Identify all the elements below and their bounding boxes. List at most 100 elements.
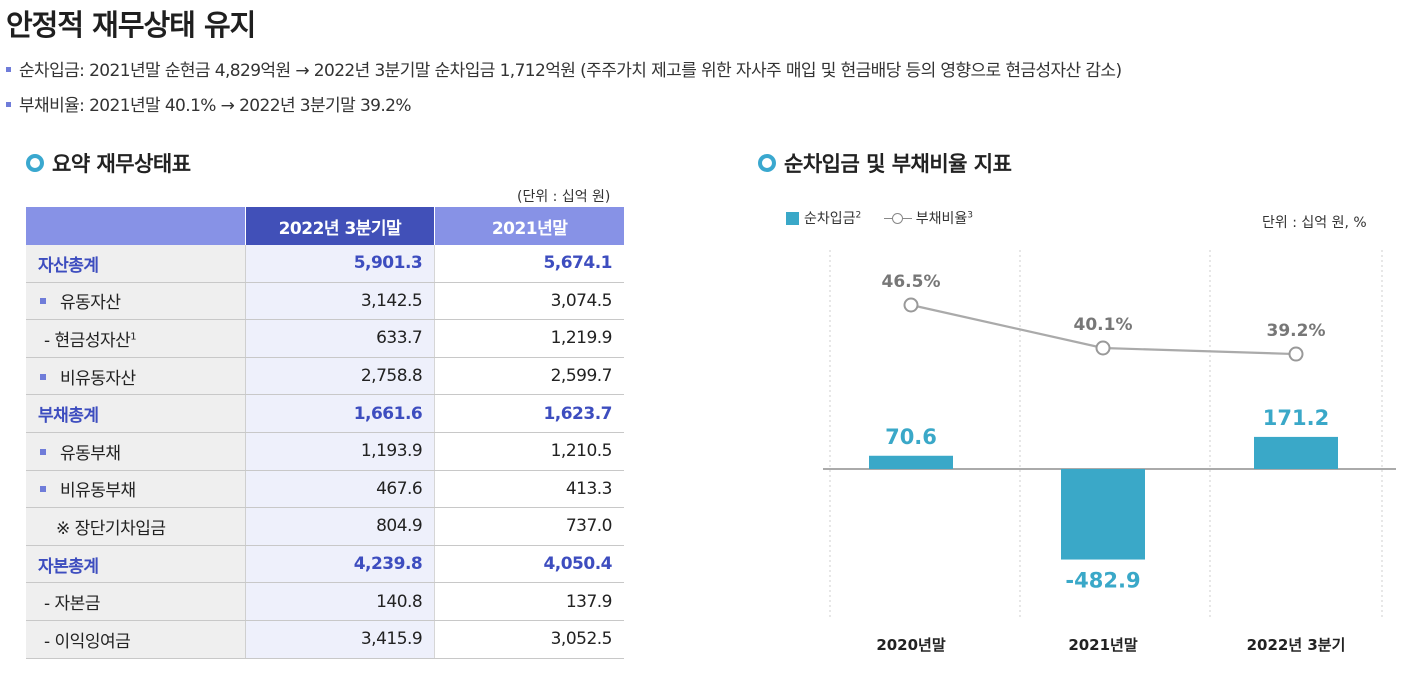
legend-bar-label: 순차입금 (804, 211, 856, 227)
row-label: - 자본금 (44, 594, 100, 615)
line-point-marker (1095, 340, 1111, 356)
balance-sheet-table: 2022년 3분기말 2021년말 자산총계 5,901.3 5,674.1 유동자산… (26, 207, 624, 659)
line-point-marker (903, 297, 919, 313)
bar-data-label: 70.6 (885, 425, 937, 449)
row-label: 유동자산 (60, 293, 121, 314)
table-section-title-text: 요약 재무상태표 (52, 152, 191, 176)
table-row: 비유동부채 467.6 413.3 (26, 470, 624, 509)
row-footnote: 1 (130, 331, 137, 343)
bullet-text: 부채비율: 2021년말 40.1% → 2022년 3분기말 39.2% (19, 96, 412, 116)
row-label-cell: 부채총계 (26, 394, 246, 433)
row-value-2022q3: 633.7 (245, 319, 436, 358)
table-row: ※ 장단기차입금 804.9 737.0 (26, 507, 624, 546)
table-body: 자산총계 5,901.3 5,674.1 유동자산 3,142.5 3,074.5 - 현금… (26, 245, 624, 659)
legend-line-footnote: 3 (967, 210, 973, 221)
row-value-2021: 5,674.1 (434, 245, 624, 283)
header-cell-2022q3: 2022년 3분기말 (244, 207, 435, 245)
row-label-cell: ※ 장단기차입금 (26, 507, 246, 546)
row-value-2021: 413.3 (434, 470, 624, 509)
bar-net-debt (869, 455, 953, 469)
row-value-2022q3: 3,415.9 (245, 620, 436, 659)
bar-net-debt (1254, 436, 1338, 469)
line-data-label: 39.2% (1267, 321, 1326, 341)
legend-bar-footnote: 2 (855, 210, 862, 221)
row-value-2021: 4,050.4 (434, 545, 624, 584)
table-row: 비유동자산 2,758.8 2,599.7 (26, 357, 624, 396)
chart-section-title-text: 순차입금 및 부채비율 지표 (784, 152, 1012, 176)
row-value-2021: 3,052.5 (434, 620, 624, 659)
bar-data-label: 171.2 (1263, 406, 1329, 430)
line-data-label: 46.5% (882, 272, 941, 292)
row-label: 자본총계 (38, 556, 99, 577)
row-label: ※ 장단기차입금 (56, 518, 166, 539)
table-row: - 현금성자산1 633.7 1,219.9 (26, 319, 624, 358)
row-label-cell: 유동자산 (26, 282, 246, 321)
bullet-square-icon (6, 101, 11, 107)
row-value-2022q3: 1,193.9 (245, 432, 436, 471)
row-label-cell: 자산총계 (26, 245, 246, 283)
row-label-cell: 유동부채 (26, 432, 246, 471)
row-label: - 이익잉여금 (44, 631, 131, 652)
row-label-cell: - 이익잉여금 (26, 620, 246, 659)
row-value-2022q3: 2,758.8 (245, 357, 436, 396)
table-row: 자산총계 5,901.3 5,674.1 (26, 245, 624, 283)
row-value-2022q3: 804.9 (245, 507, 436, 546)
row-label-cell: 비유동부채 (26, 470, 246, 509)
table-row: - 자본금 140.8 137.9 (26, 582, 624, 621)
ring-bullet-icon (758, 154, 776, 172)
bullet-text: 순차입금: 2021년말 순현금 4,829억원 → 2022년 3분기말 순차… (19, 61, 1122, 81)
row-label: 비유동자산 (60, 368, 136, 389)
table-row: 유동자산 3,142.5 3,074.5 (26, 282, 624, 321)
table-unit-note: (단위 : 십억 원) (517, 189, 611, 205)
row-square-icon (40, 486, 46, 493)
row-value-2022q3: 467.6 (245, 470, 436, 509)
bar-data-label: -482.9 (1065, 569, 1140, 593)
row-value-2021: 3,074.5 (434, 282, 624, 321)
row-value-2021: 137.9 (434, 582, 624, 621)
row-label-cell: 자본총계 (26, 545, 246, 584)
line-point-marker (1288, 346, 1304, 362)
legend-line-swatch (883, 212, 912, 224)
row-value-2021: 1,210.5 (434, 432, 624, 471)
row-label: - 현금성자산 (44, 330, 131, 351)
row-value-2022q3: 3,142.5 (245, 282, 436, 321)
chart-section-title: 순차입금 및 부채비율 지표 (758, 148, 1012, 178)
row-label: 자산총계 (38, 255, 99, 276)
row-value-2022q3: 4,239.8 (245, 545, 436, 584)
table-row: 부채총계 1,661.6 1,623.7 (26, 394, 624, 433)
ring-bullet-icon (26, 154, 44, 172)
x-tick-label: 2021년말 (1068, 636, 1138, 654)
table-section-title: 요약 재무상태표 (26, 148, 191, 178)
table-row: 자본총계 4,239.8 4,050.4 (26, 545, 624, 584)
header-cell-label (26, 207, 246, 245)
legend-line-label: 부채비율 (915, 211, 968, 227)
page-title: 안정적 재무상태 유지 (6, 8, 256, 42)
row-label-cell: - 현금성자산1 (26, 319, 246, 358)
row-square-icon (40, 298, 46, 305)
row-value-2021: 2,599.7 (434, 357, 624, 396)
bar-net-debt (1061, 469, 1145, 560)
chart-legend: 순차입금2 부채비율3 (786, 208, 973, 228)
line-data-label: 40.1% (1074, 315, 1133, 335)
row-value-2021: 737.0 (434, 507, 624, 546)
row-value-2022q3: 1,661.6 (245, 394, 436, 433)
row-label-cell: - 자본금 (26, 582, 246, 621)
row-value-2022q3: 140.8 (245, 582, 436, 621)
table-header-row: 2022년 3분기말 2021년말 (26, 207, 624, 245)
row-label: 부채총계 (38, 406, 99, 427)
x-tick-label: 2022년 3분기 (1247, 636, 1346, 654)
row-square-icon (40, 448, 46, 455)
row-label: 유동부채 (60, 443, 121, 464)
row-value-2022q3: 5,901.3 (245, 245, 436, 283)
header-cell-2021: 2021년말 (434, 207, 624, 245)
row-value-2021: 1,623.7 (434, 394, 624, 433)
row-value-2021: 1,219.9 (434, 319, 624, 358)
legend-bar-swatch (786, 211, 799, 225)
row-square-icon (40, 373, 46, 380)
table-row: 유동부채 1,193.9 1,210.5 (26, 432, 624, 471)
summary-bullet-debt-ratio: 부채비율: 2021년말 40.1% → 2022년 3분기말 39.2% (6, 91, 412, 116)
bullet-square-icon (6, 66, 11, 72)
table-row: - 이익잉여금 3,415.9 3,052.5 (26, 620, 624, 659)
chart-unit-note: 단위 : 십억 원, % (1262, 215, 1367, 231)
